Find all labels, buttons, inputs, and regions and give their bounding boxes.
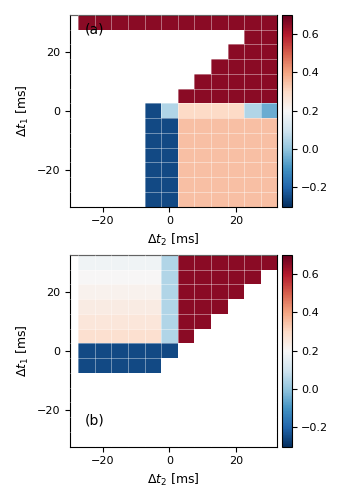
Text: (a): (a) [84, 23, 104, 37]
Text: (b): (b) [84, 413, 104, 428]
X-axis label: $\Delta t_2$ [ms]: $\Delta t_2$ [ms] [147, 472, 200, 488]
Y-axis label: $\Delta t_1$ [ms]: $\Delta t_1$ [ms] [15, 85, 31, 137]
Y-axis label: $\Delta t_1$ [ms]: $\Delta t_1$ [ms] [15, 324, 31, 377]
X-axis label: $\Delta t_2$ [ms]: $\Delta t_2$ [ms] [147, 232, 200, 248]
